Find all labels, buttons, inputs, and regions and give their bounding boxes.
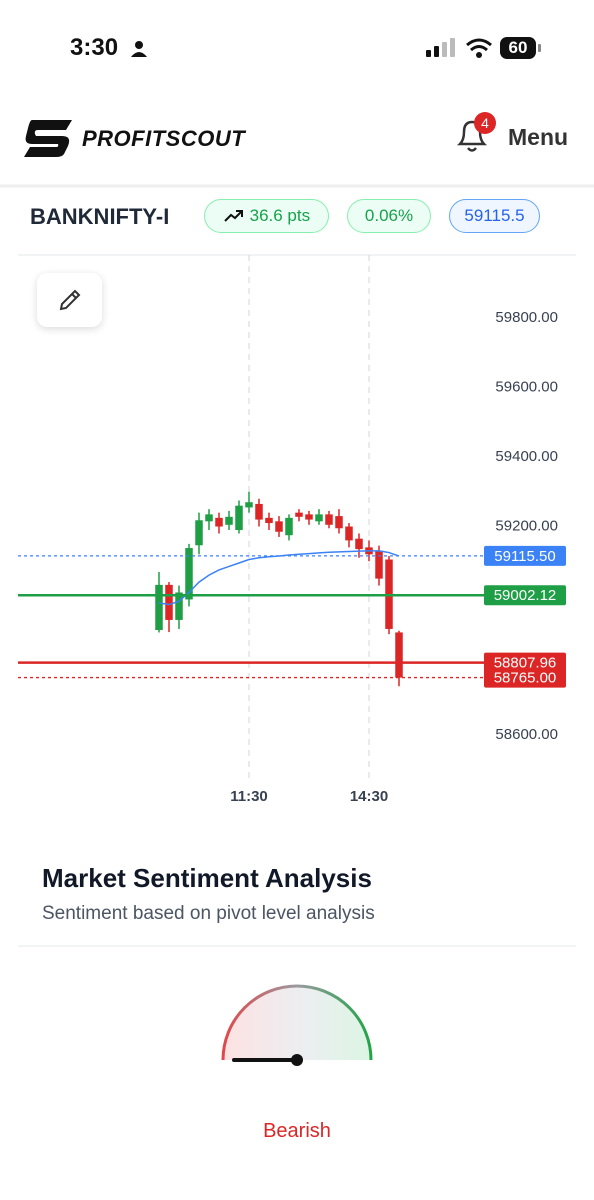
sentiment-label: Bearish: [263, 1120, 331, 1142]
candle-body: [335, 516, 343, 529]
y-tick-label: 59400.00: [495, 448, 558, 465]
y-tick-label: 59800.00: [495, 309, 558, 326]
edit-button[interactable]: [37, 273, 102, 327]
brand: PROFITSCOUT: [82, 126, 246, 151]
change: 36.6 pts: [249, 206, 311, 225]
candle-body: [205, 514, 213, 522]
gauge: [221, 984, 373, 1066]
menu-button[interactable]: Menu: [508, 124, 569, 150]
candle-body: [305, 514, 313, 520]
level-label: 59115.50: [494, 548, 555, 565]
gauge-hub: [291, 1054, 303, 1066]
candle-body: [245, 502, 253, 508]
header-bg: [0, 0, 594, 186]
y-tick-label: 59600.00: [495, 379, 558, 396]
sentiment-title: Market Sentiment Analysis: [42, 863, 372, 893]
candle-body: [215, 517, 223, 527]
candle-body: [225, 516, 233, 525]
level-label: 58807.96: [494, 655, 557, 672]
candle-body: [175, 592, 183, 620]
sentiment-subtitle: Sentiment based on pivot level analysis: [42, 903, 375, 924]
candle-body: [325, 514, 333, 525]
candle-body: [165, 584, 173, 620]
candle-body: [315, 514, 323, 522]
battery: 60: [500, 37, 536, 59]
signal-icon: [426, 38, 455, 57]
candle-body: [345, 526, 353, 541]
level-tag: [484, 667, 566, 688]
trend-icon: [224, 210, 243, 222]
price: 59115.5: [449, 199, 540, 233]
change-pill: 36.6 pts: [204, 199, 329, 233]
candle-body: [255, 503, 263, 520]
candle-body: [395, 632, 403, 678]
overlay-line: [158, 550, 400, 606]
y-tick-label: 59200.00: [495, 517, 558, 534]
y-tick-label: 58600.00: [495, 726, 558, 743]
symbol: BANKNIFTY-I: [30, 204, 170, 229]
candle-body: [265, 517, 273, 524]
notification-badge: 4: [474, 112, 496, 134]
battery-tip: [538, 44, 541, 52]
change-pct: 0.06%: [347, 199, 431, 233]
candle-body: [235, 505, 243, 530]
candle-body: [185, 548, 193, 600]
level-label: 58765.00: [494, 670, 557, 687]
level-label: 59002.12: [494, 587, 557, 604]
x-tick-label: 14:30: [350, 788, 388, 805]
logo-icon: [24, 120, 72, 157]
candle-body: [295, 512, 303, 517]
candle-body: [195, 520, 203, 546]
bell-icon[interactable]: [454, 116, 490, 156]
candle-body: [375, 550, 383, 579]
level-tag: [484, 545, 566, 566]
wifi-icon: [466, 38, 492, 58]
person-icon: [131, 41, 147, 57]
candle-body: [155, 584, 163, 630]
x-tick-label: 11:30: [230, 788, 268, 805]
candle-body: [285, 517, 293, 536]
level-tag: [484, 585, 566, 606]
status-time: 3:30: [70, 34, 119, 61]
candle-body: [355, 538, 363, 550]
pencil-icon: [59, 289, 80, 311]
candle-body: [275, 521, 283, 532]
